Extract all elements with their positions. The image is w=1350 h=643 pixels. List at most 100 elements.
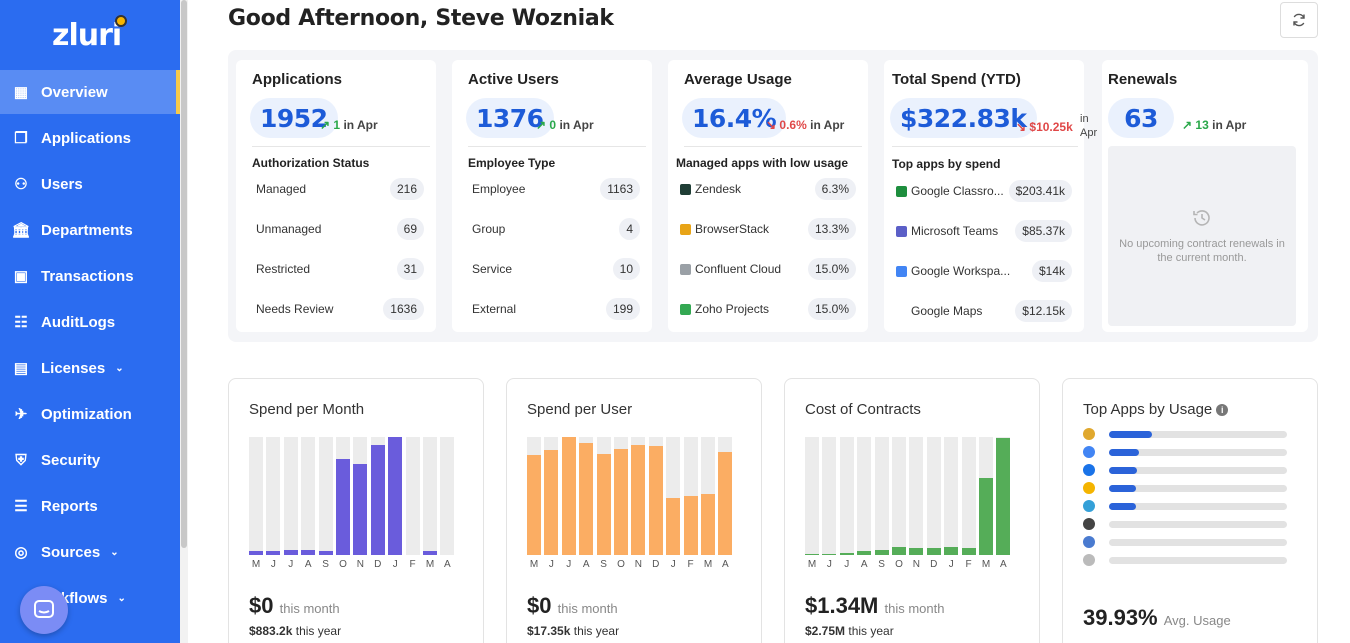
bar[interactable] — [544, 449, 559, 555]
bar-track[interactable] — [996, 437, 1011, 555]
bar-track[interactable] — [527, 437, 541, 555]
bar[interactable] — [666, 498, 681, 555]
bar[interactable] — [892, 546, 906, 555]
list-item[interactable]: Google Maps $12.15k — [896, 299, 1072, 323]
bar-track[interactable] — [301, 437, 316, 555]
bar-track[interactable] — [648, 437, 663, 555]
usage-row[interactable] — [1083, 517, 1289, 531]
bar[interactable] — [370, 445, 385, 555]
bar[interactable] — [336, 459, 350, 555]
sidebar-item-users[interactable]: ⚇ Users — [0, 162, 180, 206]
bar[interactable] — [423, 551, 437, 555]
list-item[interactable]: Microsoft Teams $85.37k — [896, 219, 1072, 243]
total-spend-card[interactable]: Total Spend (YTD) $322.83k ↘ $10.25k in … — [884, 60, 1097, 332]
list-item[interactable]: Group 4 — [472, 217, 640, 241]
bar[interactable] — [527, 454, 541, 555]
bar-track[interactable] — [423, 437, 437, 555]
sidebar-item-licenses[interactable]: ▤ Licenses ⌄ — [0, 346, 180, 390]
bar-track[interactable] — [909, 437, 924, 555]
sidebar-item-optimization[interactable]: ✈ Optimization — [0, 392, 180, 436]
bar[interactable] — [979, 478, 993, 555]
list-item[interactable]: Google Classro... $203.41k — [896, 179, 1072, 203]
bar[interactable] — [614, 448, 628, 555]
list-item[interactable]: External 199 — [472, 297, 640, 321]
bar[interactable] — [822, 553, 837, 555]
bar[interactable] — [839, 552, 854, 555]
list-item[interactable]: Employee 1163 — [472, 177, 640, 201]
bar-track[interactable] — [405, 437, 420, 555]
bar-track[interactable] — [440, 437, 455, 555]
bar-track[interactable] — [839, 437, 854, 555]
bar-track[interactable] — [805, 437, 819, 555]
list-item[interactable]: Zendesk 6.3% — [680, 177, 856, 201]
sidebar-item-sources[interactable]: ◎ Sources ⌄ — [0, 530, 180, 574]
bar[interactable] — [596, 453, 611, 555]
chat-support-button[interactable] — [20, 586, 68, 634]
usage-row[interactable] — [1083, 445, 1289, 459]
sidebar-item-auditlogs[interactable]: ☷ AuditLogs — [0, 300, 180, 344]
bar[interactable] — [926, 547, 941, 555]
bar-track[interactable] — [944, 437, 959, 555]
sidebar-item-overview[interactable]: ▦ Overview — [0, 70, 180, 114]
bar[interactable] — [249, 551, 263, 555]
bar[interactable] — [266, 551, 281, 555]
applications-card[interactable]: Applications 1952 ↗ 1 in Apr Authorizati… — [236, 60, 436, 332]
bar[interactable] — [718, 452, 733, 555]
bar-track[interactable] — [874, 437, 889, 555]
bar-track[interactable] — [336, 437, 350, 555]
bar-track[interactable] — [249, 437, 263, 555]
bar-track[interactable] — [822, 437, 837, 555]
sidebar-scrollbar[interactable] — [180, 0, 188, 643]
info-icon[interactable]: i — [1216, 404, 1229, 416]
bar-track[interactable] — [370, 437, 385, 555]
bar-track[interactable] — [683, 437, 698, 555]
bar-track[interactable] — [388, 437, 403, 555]
usage-row[interactable] — [1083, 481, 1289, 495]
sidebar-item-applications[interactable]: ❐ Applications — [0, 116, 180, 160]
usage-row[interactable] — [1083, 427, 1289, 441]
bar[interactable] — [683, 496, 698, 555]
bar-track[interactable] — [266, 437, 281, 555]
list-item[interactable]: Confluent Cloud 15.0% — [680, 257, 856, 281]
bar-track[interactable] — [631, 437, 646, 555]
sidebar-item-transactions[interactable]: ▣ Transactions — [0, 254, 180, 298]
bar[interactable] — [283, 550, 298, 555]
sidebar-item-departments[interactable]: 🏛 Departments — [0, 208, 180, 252]
list-item[interactable]: Google Workspa... $14k — [896, 259, 1072, 283]
bar[interactable] — [648, 446, 663, 555]
bar-track[interactable] — [614, 437, 628, 555]
renewals-card[interactable]: Renewals 63 ↗ 13 in Apr No upcoming cont… — [1102, 60, 1308, 332]
active-users-card[interactable]: Active Users 1376 ↗ 0 in Apr Employee Ty… — [452, 60, 652, 332]
top-apps-by-usage-card[interactable]: Top Apps by Usage i 39.93% Avg. Usage — [1062, 378, 1318, 643]
usage-row[interactable] — [1083, 499, 1289, 513]
bar[interactable] — [944, 546, 959, 555]
bar[interactable] — [996, 438, 1011, 555]
bar[interactable] — [805, 553, 819, 555]
bar-track[interactable] — [579, 437, 594, 555]
bar[interactable] — [874, 550, 889, 555]
usage-row[interactable] — [1083, 463, 1289, 477]
bar[interactable] — [701, 493, 715, 555]
bar-track[interactable] — [979, 437, 993, 555]
list-item[interactable]: Restricted 31 — [256, 257, 424, 281]
sidebar-item-security[interactable]: ⛨ Security — [0, 438, 180, 482]
scrollbar-thumb[interactable] — [181, 0, 187, 548]
list-item[interactable]: Needs Review 1636 — [256, 297, 424, 321]
bar-track[interactable] — [544, 437, 559, 555]
bar-track[interactable] — [892, 437, 906, 555]
bar[interactable] — [301, 550, 316, 555]
list-item[interactable]: Managed 216 — [256, 177, 424, 201]
bar-track[interactable] — [283, 437, 298, 555]
bar-track[interactable] — [318, 437, 333, 555]
usage-row[interactable] — [1083, 553, 1289, 567]
zluri-logo[interactable]: zluri — [52, 15, 128, 53]
list-item[interactable]: Zoho Projects 15.0% — [680, 297, 856, 321]
bar-track[interactable] — [718, 437, 733, 555]
bar[interactable] — [561, 437, 576, 555]
average-usage-card[interactable]: Average Usage 16.4% ↘ 0.6% in Apr Manage… — [668, 60, 868, 332]
bar-track[interactable] — [961, 437, 976, 555]
bar[interactable] — [388, 437, 403, 555]
